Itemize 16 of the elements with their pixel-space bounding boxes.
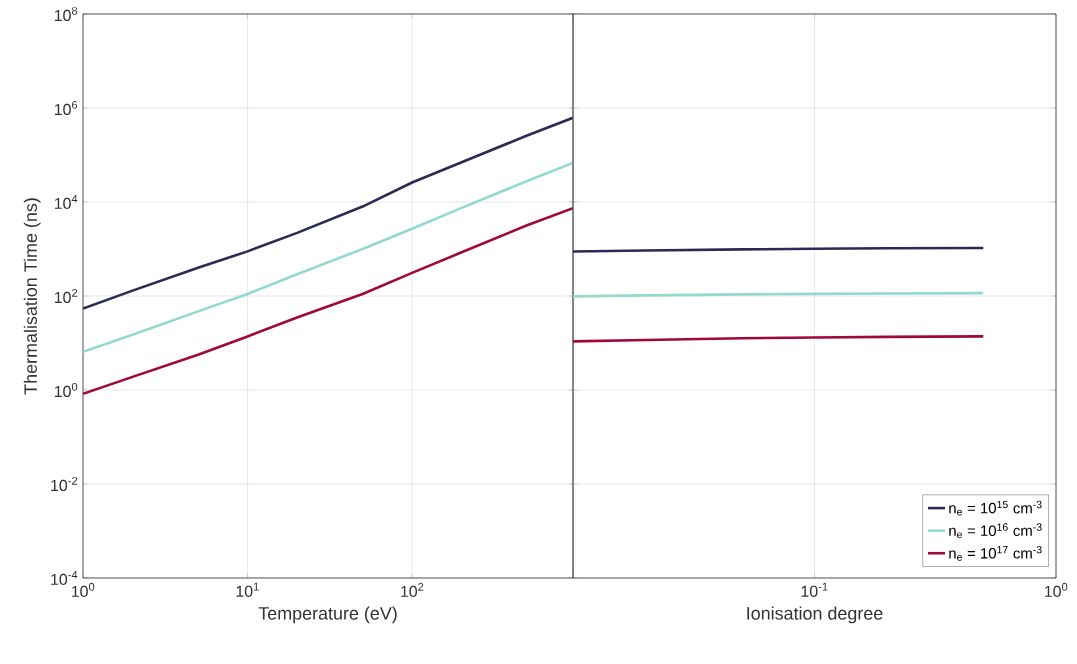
y-tick-label: 10$^{-2}$ bbox=[51, 476, 78, 492]
y-tick-label: 10$^{2}$ bbox=[54, 288, 78, 304]
x-axis-title: Ionisation degree bbox=[747, 606, 883, 624]
legend-label: n$_{e}$ = 10$^{16}$ cm$^{-3}$ bbox=[949, 523, 1042, 539]
y-tick-label: 10$^{8}$ bbox=[54, 6, 78, 22]
x-tick-label: 10$^{-1}$ bbox=[801, 582, 828, 597]
y-axis-title: Thermalisation Time (ns) bbox=[23, 198, 41, 395]
x-tick-label: 10$^{1}$ bbox=[236, 582, 259, 597]
legend-label: n$_{e}$ = 10$^{17}$ cm$^{-3}$ bbox=[949, 545, 1042, 561]
y-tick-label: 10$^{4}$ bbox=[54, 194, 78, 210]
x-axis-title: Temperature (eV) bbox=[258, 606, 397, 624]
x-tick-label: 10$^{0}$ bbox=[1045, 582, 1068, 598]
y-tick-label: 10$^{6}$ bbox=[54, 100, 78, 116]
legend-label: n$_{e}$ = 10$^{15}$ cm$^{-3}$ bbox=[949, 500, 1042, 516]
y-tick-label: 10$^{0}$ bbox=[54, 382, 78, 398]
x-tick-label: 10$^{2}$ bbox=[401, 582, 424, 598]
